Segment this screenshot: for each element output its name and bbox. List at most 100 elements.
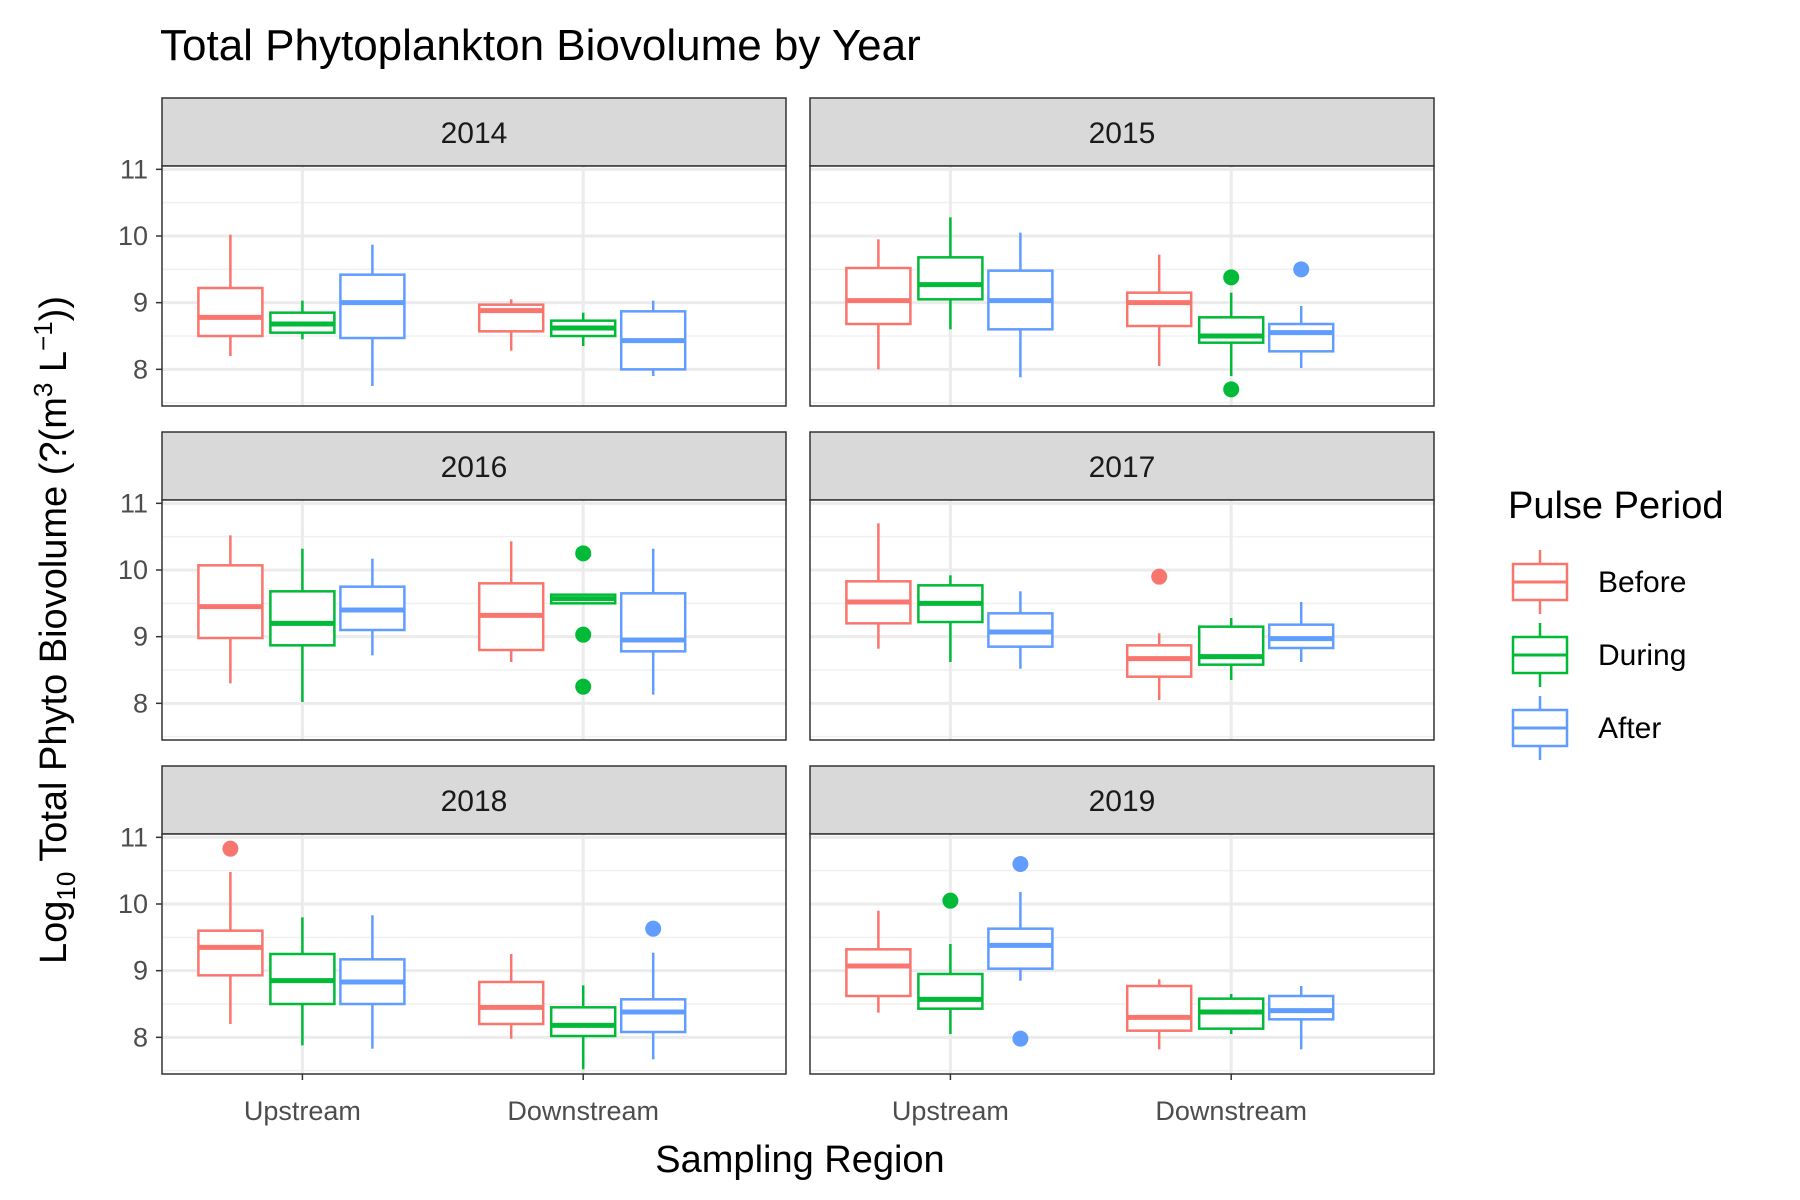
y-tick-label: 11 bbox=[120, 154, 148, 184]
box-after-upstream bbox=[987, 591, 1054, 669]
box-iqr bbox=[1125, 291, 1193, 328]
box-during-downstream bbox=[549, 545, 617, 695]
y-tick-label: 9 bbox=[133, 956, 148, 986]
facet-panel-2019: 2019 Upstream Downstream bbox=[809, 765, 1435, 1126]
outlier-point bbox=[575, 626, 592, 643]
box-before-upstream bbox=[197, 840, 264, 1024]
facet-panel-2016: 2016 8 9 10 11 bbox=[118, 431, 787, 741]
legend-title: Pulse Period bbox=[1508, 485, 1723, 527]
panel-background bbox=[810, 834, 1434, 1074]
facet-strip bbox=[161, 765, 787, 835]
outlier-point bbox=[1223, 269, 1240, 286]
outlier-point bbox=[942, 892, 959, 909]
y-axis-title: Log10 Total Phyto Biovolume (?(m3 L−1)) bbox=[28, 296, 81, 964]
box-after-downstream bbox=[1267, 261, 1335, 368]
facet-strip bbox=[161, 97, 787, 167]
box-iqr bbox=[917, 972, 984, 1010]
box-iqr bbox=[339, 273, 406, 340]
facet-panel-2015: 2015 bbox=[809, 97, 1435, 407]
box-iqr bbox=[1267, 994, 1335, 1021]
box-after-downstream bbox=[619, 920, 687, 1060]
facet-strip-label: 2019 bbox=[1089, 785, 1156, 818]
x-tick-label: Downstream bbox=[1155, 1096, 1307, 1126]
facet-strip-label: 2016 bbox=[441, 451, 508, 484]
y-tick-label: 10 bbox=[118, 889, 148, 919]
y-tick-label: 8 bbox=[133, 688, 148, 718]
box-during-downstream bbox=[549, 312, 617, 346]
box-after-upstream bbox=[339, 915, 406, 1049]
box-during-upstream bbox=[917, 217, 984, 330]
box-before-downstream bbox=[1125, 979, 1193, 1050]
box-before-upstream bbox=[845, 239, 912, 370]
legend: Pulse Period Before During After bbox=[1508, 485, 1723, 760]
box-before-downstream bbox=[477, 299, 545, 351]
legend-label: After bbox=[1598, 712, 1661, 745]
facet-strip-label: 2018 bbox=[441, 785, 508, 818]
y-tick-label: 10 bbox=[118, 555, 148, 585]
box-iqr bbox=[197, 286, 264, 338]
facet-strip-label: 2014 bbox=[441, 117, 508, 150]
panel-border bbox=[809, 165, 1435, 407]
box-iqr bbox=[1267, 322, 1335, 353]
box-before-downstream bbox=[477, 954, 545, 1039]
legend-label: Before bbox=[1598, 566, 1686, 599]
facet-strip-label: 2017 bbox=[1089, 451, 1156, 484]
panel-border bbox=[809, 499, 1435, 741]
y-tick-label: 9 bbox=[133, 288, 148, 318]
box-before-downstream bbox=[1125, 568, 1193, 700]
box-during-downstream bbox=[549, 985, 617, 1070]
facet-strip-label: 2015 bbox=[1089, 117, 1156, 150]
box-iqr bbox=[917, 256, 984, 301]
box-before-upstream bbox=[197, 535, 264, 684]
y-tick-label: 10 bbox=[118, 221, 148, 251]
box-after-downstream bbox=[619, 548, 687, 695]
box-iqr bbox=[1197, 316, 1265, 344]
x-tick-label: Upstream bbox=[244, 1096, 361, 1126]
box-iqr bbox=[1125, 984, 1193, 1032]
panel-border bbox=[161, 165, 787, 407]
outlier-point bbox=[645, 920, 662, 937]
box-during-upstream bbox=[917, 575, 984, 662]
outlier-point bbox=[1012, 1030, 1029, 1047]
legend-item-during: During bbox=[1511, 623, 1686, 687]
y-tick-label: 11 bbox=[120, 488, 148, 518]
box-iqr bbox=[845, 266, 912, 326]
x-axis-title: Sampling Region bbox=[655, 1139, 944, 1181]
outlier-point bbox=[1223, 381, 1240, 398]
box-after-downstream bbox=[1267, 602, 1335, 662]
chart-title: Total Phytoplankton Biovolume by Year bbox=[160, 21, 921, 70]
y-tick-label: 9 bbox=[133, 622, 148, 652]
box-during-downstream bbox=[1197, 994, 1265, 1034]
facet-panel-2017: 2017 bbox=[809, 431, 1435, 741]
box-iqr bbox=[477, 980, 545, 1026]
facet-panel-2014: 2014 8 9 10 11 bbox=[118, 97, 787, 407]
box-iqr bbox=[269, 590, 336, 647]
box-during-upstream bbox=[917, 892, 984, 1034]
box-after-upstream bbox=[987, 232, 1054, 378]
box-iqr bbox=[197, 929, 264, 977]
facet-strip bbox=[809, 431, 1435, 501]
box-after-upstream bbox=[339, 558, 406, 656]
legend-label: During bbox=[1598, 639, 1686, 672]
panel-border bbox=[809, 833, 1435, 1075]
panel-background bbox=[810, 500, 1434, 740]
outlier-point bbox=[1151, 568, 1168, 585]
legend-item-after: After bbox=[1511, 696, 1661, 760]
facet-strip bbox=[809, 765, 1435, 835]
box-after-upstream bbox=[339, 244, 406, 386]
box-during-downstream bbox=[1197, 618, 1265, 680]
outlier-point bbox=[1012, 856, 1029, 872]
outlier-point bbox=[575, 545, 592, 562]
outlier-point bbox=[222, 840, 239, 857]
box-iqr bbox=[197, 564, 264, 640]
box-after-upstream bbox=[987, 856, 1054, 1047]
panel-border bbox=[161, 833, 787, 1075]
box-before-upstream bbox=[845, 910, 912, 1013]
box-during-upstream bbox=[269, 917, 336, 1046]
box-iqr bbox=[619, 592, 687, 653]
box-iqr bbox=[845, 948, 912, 998]
facet-panel-2018: 2018 8 9 10 11 Upstream Downstream bbox=[118, 765, 787, 1126]
box-during-upstream bbox=[269, 300, 336, 340]
box-iqr bbox=[987, 927, 1054, 970]
